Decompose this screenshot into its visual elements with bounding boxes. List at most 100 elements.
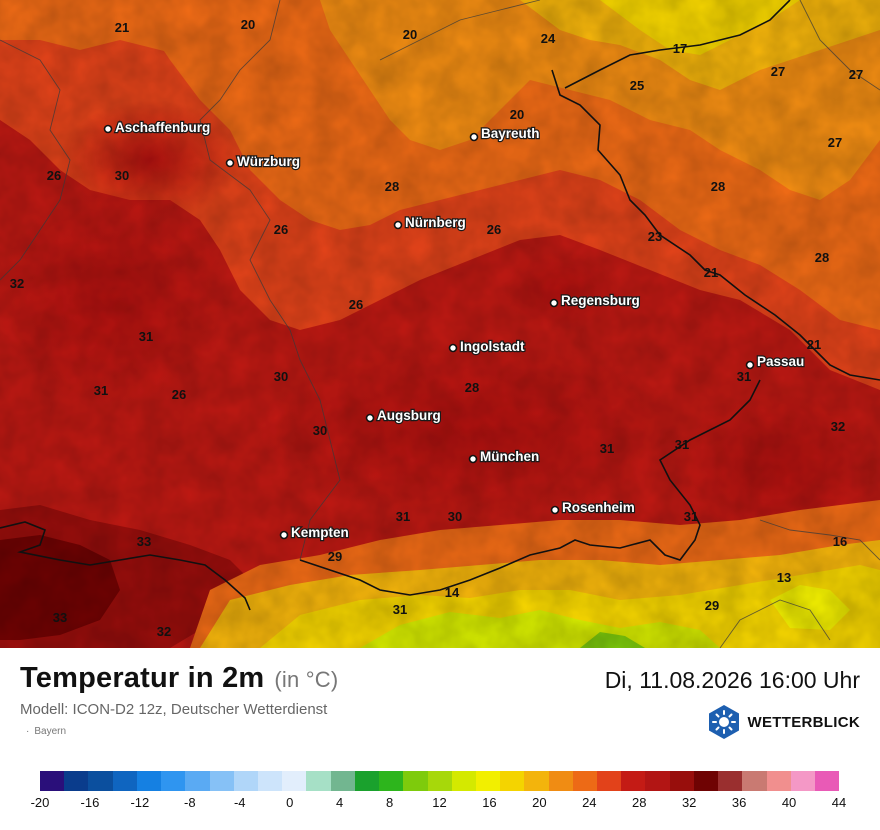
color-scale-segment (766, 771, 791, 791)
temp-label: 14 (445, 585, 460, 600)
color-scale-segment (185, 771, 210, 791)
bullet-icon: · (26, 726, 30, 737)
svg-text:Würzburg: Würzburg (237, 154, 300, 169)
national-borders (0, 0, 880, 611)
city-regensburg[interactable]: Regensburg (549, 292, 641, 309)
temp-label: 27 (849, 67, 863, 82)
unit-label: (in °C) (274, 667, 339, 692)
color-scale-segment (693, 771, 719, 791)
brand-name: WETTERBLICK (747, 713, 860, 731)
temp-label: 32 (10, 276, 24, 291)
color-scale-tick-label: 28 (632, 795, 647, 810)
temp-label: 26 (487, 222, 501, 237)
color-scale-tick-label: 16 (482, 795, 497, 810)
color-scale-segment (282, 771, 307, 791)
color-scale-tick-label: -8 (184, 795, 196, 810)
svg-text:Rosenheim: Rosenheim (562, 500, 635, 515)
temp-label: 30 (448, 509, 462, 524)
title-text: Temperatur in 2m (20, 662, 265, 694)
temp-label: 27 (828, 135, 842, 150)
svg-text:Kempten: Kempten (291, 525, 349, 540)
map-footer: Temperatur in 2m (in °C) Di, 11.08.2026 1… (0, 648, 880, 830)
temp-label: 21 (115, 20, 129, 35)
temp-label: 28 (711, 179, 725, 194)
color-scale-segment (451, 771, 476, 791)
temp-label: 17 (673, 41, 687, 56)
color-scale-segment (669, 771, 694, 791)
color-scale-segment (161, 771, 186, 791)
color-scale-tick-label: 24 (582, 795, 597, 810)
svg-text:Bayreuth: Bayreuth (481, 126, 540, 141)
city-ingolstadt[interactable]: Ingolstadt (448, 338, 526, 355)
city-augsburg[interactable]: Augsburg (365, 407, 442, 424)
city-nuernberg[interactable]: Nürnberg (393, 214, 467, 231)
color-scale-segment (500, 771, 525, 791)
temp-label: 26 (47, 168, 61, 183)
city-bayreuth[interactable]: Bayreuth (469, 125, 541, 142)
temp-label: 28 (815, 250, 829, 265)
color-scale-segment (257, 771, 283, 791)
color-scale-tick-label: 44 (831, 795, 847, 810)
color-scale-tick-label: 8 (385, 795, 394, 810)
svg-text:Passau: Passau (757, 354, 804, 369)
color-scale-segment (524, 771, 549, 791)
temp-label: 32 (831, 419, 845, 434)
city-muenchen[interactable]: München (468, 448, 540, 465)
color-scale-segment (548, 771, 573, 791)
temp-label: 31 (396, 509, 410, 524)
color-scale-tick-label: 12 (432, 795, 447, 810)
temp-label: 26 (172, 387, 186, 402)
city-aschaffenburg[interactable]: Aschaffenburg (103, 119, 211, 136)
color-scale-tick-label: -4 (233, 795, 246, 810)
temp-label: 23 (648, 229, 662, 244)
svg-text:Aschaffenburg: Aschaffenburg (115, 120, 210, 135)
model-info: Modell: ICON-D2 12z, Deutscher Wetterdie… (20, 701, 328, 718)
color-scale-segment (815, 771, 840, 791)
svg-text:Regensburg: Regensburg (561, 293, 640, 308)
temp-label: 31 (684, 509, 698, 524)
color-scale-tick-label: 36 (731, 795, 747, 810)
color-scale-segment (233, 771, 258, 791)
temp-label: 21 (807, 337, 821, 352)
color-scale-tick-label: 40 (781, 795, 797, 810)
temp-label: 25 (630, 78, 644, 93)
temp-label: 24 (541, 31, 556, 46)
color-scale-segment (306, 771, 331, 791)
temp-label: 31 (600, 441, 614, 456)
svg-text:Nürnberg: Nürnberg (405, 215, 466, 230)
temp-label: 31 (393, 602, 407, 617)
color-scale-ticks: -20 -16 -12 -8 -4 0 4 8 12 16 20 24 28 32 36 40 44 (0, 791, 880, 821)
region-text: Bayern (34, 726, 67, 737)
temp-label: 33 (137, 534, 151, 549)
city-wuerzburg[interactable]: Würzburg (225, 153, 301, 170)
forecast-datetime: Di, 11.08.2026 16:00 Uhr (604, 667, 860, 693)
temp-label: 28 (385, 179, 399, 194)
temp-label: 31 (737, 369, 751, 384)
temp-label: 30 (313, 423, 327, 438)
temp-label: 28 (465, 380, 479, 395)
temp-label: 33 (53, 610, 67, 625)
color-scale-segment (64, 771, 89, 791)
color-scale-segment (209, 771, 234, 791)
city-kempten[interactable]: Kempten (279, 524, 350, 541)
state-borders (0, 0, 880, 648)
region-label: · Bayern (26, 726, 66, 737)
color-scale-tick-label: 4 (336, 795, 344, 810)
svg-text:Ingolstadt: Ingolstadt (460, 339, 525, 354)
temp-label: 31 (139, 329, 153, 344)
temperature-map[interactable]: 21 20 20 24 17 27 27 25 20 27 26 30 28 2… (0, 0, 880, 648)
color-scale-segment (475, 771, 501, 791)
color-scale (40, 771, 840, 791)
city-passau[interactable]: Passau (745, 353, 805, 370)
temp-label: 13 (777, 570, 791, 585)
color-scale-segment (88, 771, 113, 791)
temp-label: 30 (274, 369, 288, 384)
city-rosenheim[interactable]: Rosenheim (550, 499, 636, 516)
brand-logo-group[interactable]: WETTERBLICK (706, 704, 860, 740)
svg-text:Augsburg: Augsburg (377, 408, 441, 423)
color-scale-segment (136, 771, 162, 791)
color-scale-segment (742, 771, 767, 791)
color-scale-segment (403, 771, 428, 791)
temp-label: 31 (94, 383, 108, 398)
color-scale-segment (112, 771, 137, 791)
